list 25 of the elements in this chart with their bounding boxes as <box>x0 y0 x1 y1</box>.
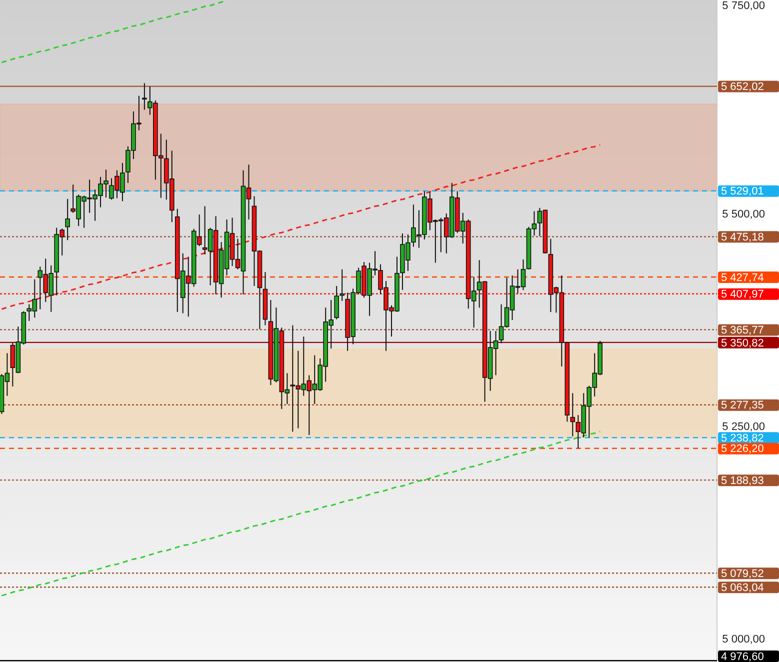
ref-line-label: 5 277,35 <box>721 400 764 412</box>
line-series <box>0 144 601 310</box>
y-tick-label: 5 000,00 <box>722 634 765 646</box>
candlestick <box>570 392 576 437</box>
ref-line-label: 5 529,01 <box>721 186 764 198</box>
ref-line-label: 5 063,04 <box>721 582 764 594</box>
line-series <box>0 430 601 596</box>
ref-line-label: 5 238,82 <box>721 432 764 445</box>
ref-line-label: 5 226,20 <box>721 443 764 456</box>
y-tick-label: 5 500,00 <box>722 208 765 221</box>
candlestick <box>340 268 344 302</box>
candlestick <box>334 285 339 320</box>
candlestick <box>65 198 70 241</box>
ref-line-label: 5 350,82 <box>721 337 764 350</box>
y-tick-label: 5 750,00 <box>722 0 765 12</box>
ref-line-label: 5 427,74 <box>721 272 764 284</box>
ref-line-label: 5 188,93 <box>721 474 764 487</box>
y-tick-label: 5 250,00 <box>722 421 765 434</box>
ref-line-label: 4 976,60 <box>721 650 764 662</box>
ref-line-label: 5 652,02 <box>721 81 764 94</box>
ref-line-label: 5 407,97 <box>721 288 764 301</box>
candlestick <box>142 82 147 110</box>
ref-line-label: 5 365,77 <box>721 324 764 337</box>
ref-line-label: 5 475,18 <box>721 232 764 244</box>
ref-line-label: 5 079,52 <box>721 568 764 580</box>
